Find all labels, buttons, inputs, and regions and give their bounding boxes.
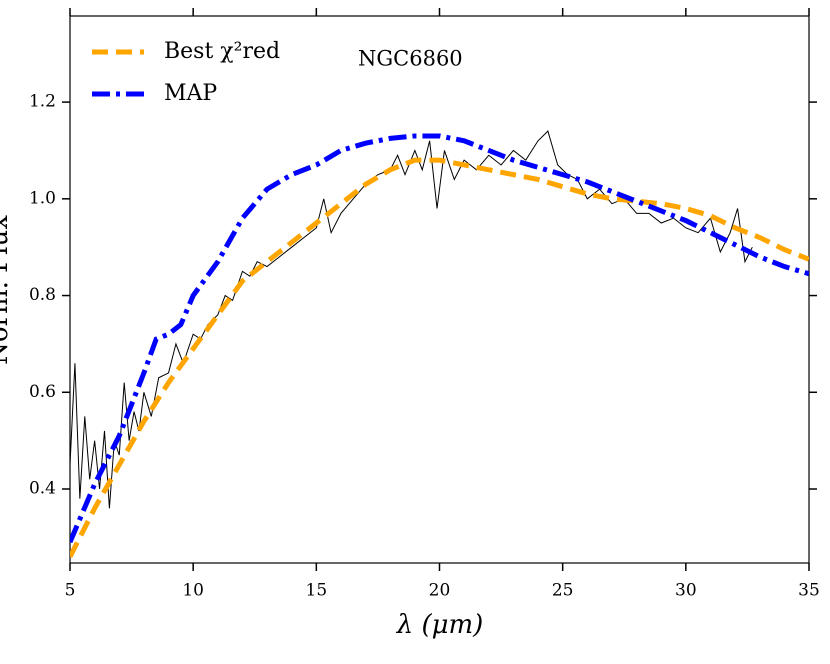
x-tick-label: 10 — [182, 581, 204, 601]
series-line — [70, 133, 809, 544]
legend-label: Best χ²red — [164, 39, 280, 64]
x-axis-label: λ (μm) — [396, 610, 484, 640]
x-tick-label: 5 — [65, 581, 76, 601]
x-tick-label: 35 — [798, 581, 820, 601]
annotation: NGC6860 — [358, 47, 463, 71]
y-tick-label: 1.0 — [29, 188, 56, 208]
x-tick-label: 15 — [306, 581, 328, 601]
x-tick-label: 30 — [675, 581, 697, 601]
series-line — [70, 130, 753, 509]
y-tick-label: 0.8 — [29, 285, 56, 305]
y-tick-label: 0.6 — [29, 382, 56, 402]
series-line — [70, 157, 809, 558]
y-tick-label: 0.4 — [29, 479, 56, 499]
y-tick-label: 1.2 — [29, 92, 56, 112]
x-tick-label: 25 — [552, 581, 574, 601]
x-tick-label: 20 — [429, 581, 451, 601]
y-axis-label: Norm. Flux — [0, 215, 14, 365]
legend-label: MAP — [164, 81, 217, 106]
